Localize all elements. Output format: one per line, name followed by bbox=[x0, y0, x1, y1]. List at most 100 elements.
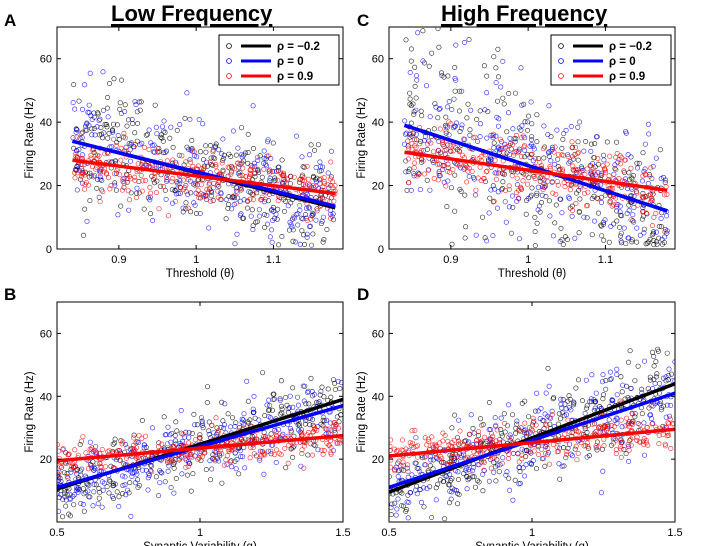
y-tick-label: 20 bbox=[372, 181, 384, 193]
point-rho-0 bbox=[420, 485, 426, 491]
point-rho-neg02 bbox=[173, 475, 179, 481]
point-rho-neg02 bbox=[216, 183, 222, 189]
point-rho-neg02 bbox=[156, 440, 162, 446]
point-rho-neg02 bbox=[152, 102, 158, 108]
point-rho-09 bbox=[257, 455, 263, 461]
point-rho-09 bbox=[215, 188, 221, 194]
point-rho-neg02 bbox=[474, 478, 480, 484]
point-rho-0 bbox=[394, 506, 400, 512]
point-rho-0 bbox=[165, 468, 171, 474]
point-rho-neg02 bbox=[119, 77, 125, 83]
point-rho-0 bbox=[186, 435, 192, 441]
point-rho-0 bbox=[80, 501, 86, 507]
point-rho-09 bbox=[104, 170, 110, 176]
point-rho-neg02 bbox=[261, 212, 267, 218]
point-rho-09 bbox=[559, 152, 565, 158]
point-rho-neg02 bbox=[288, 446, 294, 452]
point-rho-neg02 bbox=[455, 435, 461, 441]
point-rho-neg02 bbox=[91, 150, 97, 156]
point-rho-neg02 bbox=[650, 191, 656, 197]
point-rho-09 bbox=[399, 447, 405, 453]
point-rho-neg02 bbox=[476, 433, 482, 439]
point-rho-0 bbox=[335, 378, 341, 384]
point-rho-0 bbox=[499, 139, 505, 145]
point-rho-0 bbox=[656, 381, 662, 387]
point-rho-0 bbox=[228, 424, 234, 430]
point-rho-neg02 bbox=[281, 208, 287, 214]
point-rho-09 bbox=[261, 435, 267, 441]
point-rho-09 bbox=[115, 448, 121, 454]
point-rho-0 bbox=[433, 497, 439, 503]
point-rho-09 bbox=[519, 456, 525, 462]
point-rho-09 bbox=[634, 190, 640, 196]
point-rho-09 bbox=[85, 466, 91, 472]
point-rho-0 bbox=[320, 214, 326, 220]
point-rho-09 bbox=[588, 163, 594, 169]
point-rho-09 bbox=[520, 133, 526, 139]
point-rho-0 bbox=[600, 152, 606, 158]
point-rho-09 bbox=[496, 167, 502, 173]
point-rho-neg02 bbox=[448, 185, 454, 191]
point-rho-0 bbox=[602, 217, 608, 223]
point-rho-0 bbox=[550, 233, 556, 239]
point-rho-09 bbox=[447, 142, 453, 148]
point-rho-09 bbox=[544, 174, 550, 180]
point-rho-neg02 bbox=[504, 129, 510, 135]
point-rho-0 bbox=[239, 416, 245, 422]
point-rho-0 bbox=[120, 473, 126, 479]
point-rho-09 bbox=[201, 165, 207, 171]
point-rho-0 bbox=[465, 477, 471, 483]
point-rho-neg02 bbox=[495, 74, 501, 80]
point-rho-09 bbox=[643, 172, 649, 178]
point-rho-0 bbox=[664, 402, 670, 408]
point-rho-09 bbox=[232, 166, 238, 172]
point-rho-0 bbox=[666, 366, 672, 372]
point-rho-neg02 bbox=[534, 139, 540, 145]
point-rho-09 bbox=[448, 454, 454, 460]
point-rho-09 bbox=[252, 436, 258, 442]
point-rho-0 bbox=[91, 465, 97, 471]
point-rho-0 bbox=[289, 224, 295, 230]
point-rho-neg02 bbox=[221, 152, 227, 158]
point-rho-09 bbox=[271, 452, 277, 458]
point-rho-neg02 bbox=[110, 441, 116, 447]
point-rho-0 bbox=[414, 77, 420, 83]
point-rho-09 bbox=[221, 462, 227, 468]
point-rho-09 bbox=[132, 178, 138, 184]
point-rho-neg02 bbox=[307, 422, 313, 428]
point-rho-09 bbox=[159, 441, 165, 447]
point-rho-neg02 bbox=[148, 211, 154, 217]
point-rho-0 bbox=[619, 424, 625, 430]
point-rho-0 bbox=[490, 233, 496, 239]
point-rho-0 bbox=[309, 210, 315, 216]
point-rho-09 bbox=[579, 431, 585, 437]
point-rho-0 bbox=[295, 402, 301, 408]
point-rho-neg02 bbox=[600, 396, 606, 402]
point-rho-neg02 bbox=[435, 481, 441, 487]
point-rho-0 bbox=[620, 382, 626, 388]
point-rho-09 bbox=[441, 162, 447, 168]
point-rho-0 bbox=[634, 165, 640, 171]
point-rho-09 bbox=[499, 146, 505, 152]
point-rho-0 bbox=[67, 497, 73, 503]
point-rho-neg02 bbox=[137, 107, 143, 113]
point-rho-neg02 bbox=[256, 169, 262, 175]
point-rho-09 bbox=[179, 153, 185, 159]
point-rho-09 bbox=[637, 439, 643, 445]
point-rho-neg02 bbox=[584, 429, 590, 435]
x-tick-label: 1 bbox=[193, 254, 199, 266]
point-rho-neg02 bbox=[600, 392, 606, 398]
point-rho-0 bbox=[480, 471, 486, 477]
point-rho-09 bbox=[156, 444, 162, 450]
point-rho-09 bbox=[585, 443, 591, 449]
point-rho-09 bbox=[196, 195, 202, 201]
legend-marker bbox=[558, 73, 564, 79]
point-rho-neg02 bbox=[550, 396, 556, 402]
point-rho-0 bbox=[192, 202, 198, 208]
point-rho-neg02 bbox=[532, 229, 538, 235]
point-rho-0 bbox=[641, 358, 647, 364]
point-rho-09 bbox=[447, 148, 453, 154]
point-rho-0 bbox=[505, 402, 511, 408]
point-rho-0 bbox=[591, 218, 597, 224]
point-rho-neg02 bbox=[183, 206, 189, 212]
